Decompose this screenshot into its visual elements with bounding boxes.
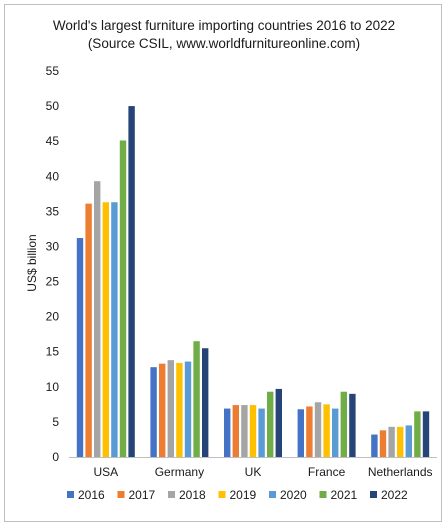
x-category-label: France — [308, 465, 346, 479]
bar-germany-2019 — [176, 362, 183, 457]
y-tick-label: 40 — [46, 169, 60, 183]
y-tick-label: 55 — [46, 64, 60, 78]
bar-uk-2021 — [267, 391, 274, 457]
legend-swatch-2021 — [319, 491, 327, 498]
y-axis-label: US$ billion — [25, 234, 39, 291]
x-category-label: Netherlands — [368, 465, 433, 479]
bar-france-2020 — [332, 408, 339, 457]
bar-netherlands-2016 — [371, 434, 378, 457]
legend-label: 2018 — [179, 488, 206, 502]
y-tick-label: 0 — [52, 450, 59, 464]
bar-uk-2019 — [249, 405, 257, 457]
bar-uk-2018 — [241, 405, 248, 457]
bar-germany-2020 — [184, 361, 192, 457]
legend-label: 2020 — [280, 488, 307, 502]
legend-label: 2021 — [331, 488, 358, 502]
y-tick-label: 25 — [46, 275, 60, 289]
y-tick-label: 35 — [46, 204, 60, 218]
bar-uk-2020 — [258, 408, 265, 457]
y-tick-label: 50 — [46, 99, 60, 113]
bar-netherlands-2018 — [388, 426, 395, 457]
legend-swatch-2016 — [67, 491, 74, 498]
y-tick-label: 30 — [46, 239, 60, 253]
y-axis-ticks: 0 5 10 15 20 25 30 35 40 45 50 55 — [46, 64, 60, 464]
y-tick-label: 5 — [52, 415, 59, 429]
legend-swatch-2018 — [168, 491, 175, 498]
x-category-label: UK — [245, 465, 262, 479]
bar-germany-2016 — [150, 367, 157, 457]
y-tick-label: 45 — [46, 134, 60, 148]
chart-title: World's largest furniture importing coun… — [53, 18, 395, 33]
bar-usa-2022 — [128, 106, 135, 457]
bar-france-2019 — [323, 404, 330, 457]
legend-swatch-2022 — [370, 491, 377, 498]
bar-uk-2022 — [275, 388, 282, 457]
bar-usa-2016 — [76, 238, 84, 457]
bar-chart: World's largest furniture importing coun… — [25, 18, 437, 502]
bar-germany-2021 — [193, 341, 200, 457]
bar-netherlands-2017 — [379, 430, 387, 457]
bar-germany-2018 — [167, 360, 174, 457]
chart-frame: World's largest furniture importing coun… — [4, 4, 442, 522]
legend-swatch-2019 — [218, 491, 226, 498]
bar-netherlands-2022 — [422, 411, 430, 457]
bar-uk-2016 — [224, 408, 231, 457]
bar-germany-2022 — [202, 348, 209, 457]
x-category-label: Germany — [155, 465, 204, 479]
legend-label: 2017 — [129, 488, 156, 502]
legend-label: 2022 — [381, 488, 408, 502]
bar-usa-2019 — [102, 202, 109, 457]
bar-uk-2017 — [232, 405, 239, 457]
legend-label: 2019 — [230, 488, 257, 502]
bar-usa-2017 — [85, 203, 92, 457]
y-tick-label: 15 — [46, 345, 60, 359]
bar-france-2017 — [306, 406, 313, 457]
y-tick-label: 20 — [46, 310, 60, 324]
bar-france-2016 — [297, 409, 304, 457]
bars-group — [76, 106, 430, 458]
bar-netherlands-2019 — [397, 426, 404, 457]
legend: 2016 2017 2018 2019 2020 2021 2022 — [67, 488, 408, 502]
bar-usa-2020 — [111, 202, 118, 457]
legend-swatch-2020 — [269, 491, 276, 498]
bar-usa-2018 — [94, 181, 101, 457]
bar-netherlands-2020 — [405, 425, 412, 457]
bar-netherlands-2021 — [414, 411, 421, 457]
y-tick-label: 10 — [46, 380, 60, 394]
x-axis-categories: USA Germany UK France Netherlands — [93, 465, 432, 479]
legend-swatch-2017 — [117, 491, 125, 498]
x-category-label: USA — [93, 465, 118, 479]
chart-subtitle: (Source CSIL, www.worldfurnitureonline.c… — [88, 36, 360, 51]
bar-france-2022 — [349, 393, 356, 457]
bar-germany-2017 — [159, 363, 166, 457]
legend-label: 2016 — [78, 488, 105, 502]
bar-france-2018 — [314, 402, 322, 457]
bar-usa-2021 — [119, 140, 127, 458]
bar-france-2021 — [340, 391, 347, 457]
